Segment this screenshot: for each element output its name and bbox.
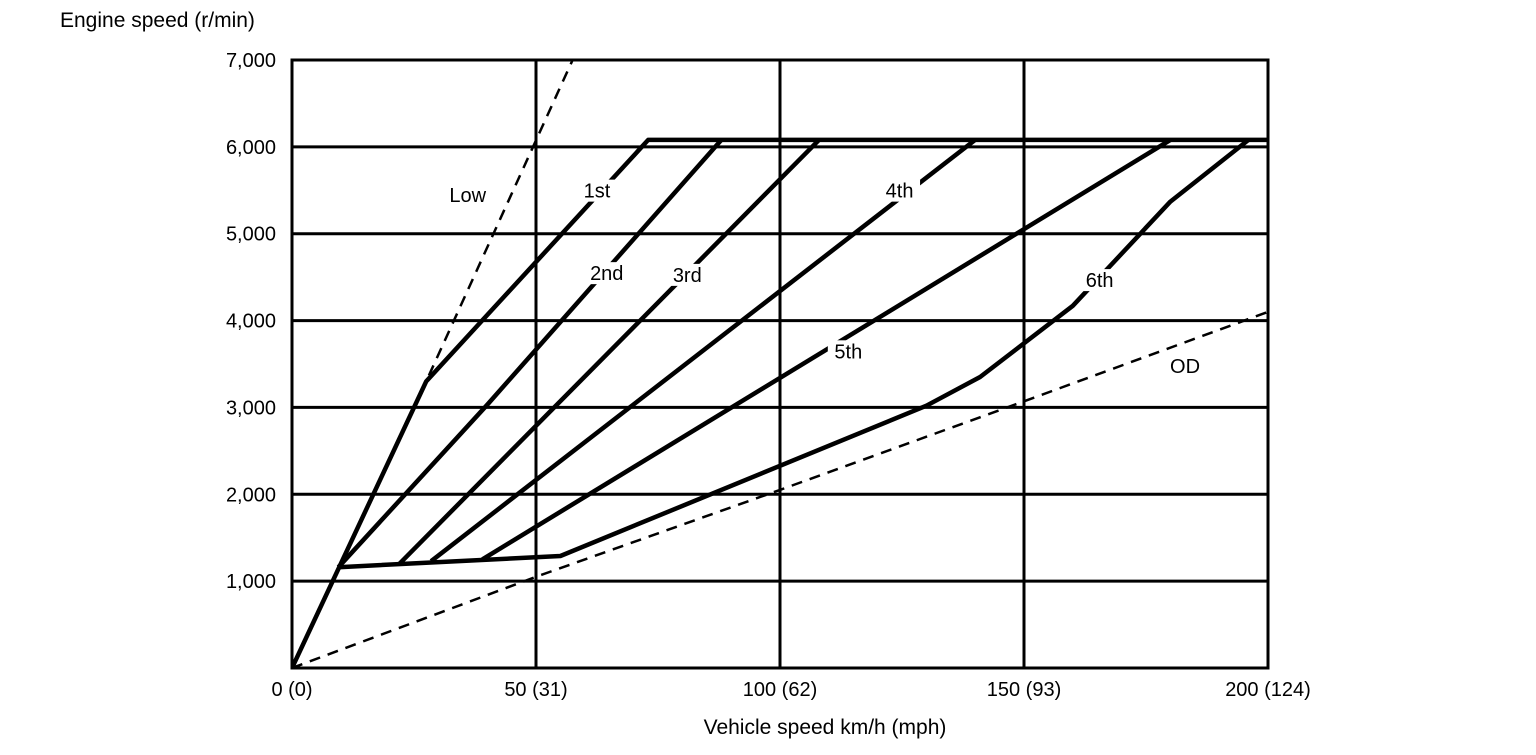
x-tick-label: 200 (124) <box>1225 679 1311 701</box>
series-label-1st: 1st <box>584 181 611 203</box>
series-label-bg <box>666 263 708 286</box>
y-tick-label: 7,000 <box>226 50 276 72</box>
x-axis-title: Vehicle speed km/h (mph) <box>704 716 947 739</box>
y-tick-label: 3,000 <box>226 397 276 419</box>
series-label-6th: 6th <box>1086 270 1114 292</box>
series-label-low: Low <box>449 185 486 207</box>
x-tick-label: 100 (62) <box>743 679 818 701</box>
series-line-2nd <box>336 138 724 569</box>
series-line-4th <box>429 138 977 563</box>
series-line-5th <box>481 137 1172 562</box>
series-label-bg <box>879 179 921 202</box>
y-tick-label: 5,000 <box>226 224 276 246</box>
y-tick-label: 4,000 <box>226 311 276 333</box>
tick-layer: 1,000 2,000 3,000 4,000 5,000 6,000 7,000 0 (0)… <box>226 50 1311 701</box>
y-tick-label: 6,000 <box>226 137 276 159</box>
series-line-6th <box>338 138 1250 570</box>
plot-frame <box>290 58 1270 670</box>
y-axis-title: Engine speed (r/min) <box>60 9 255 32</box>
series-label-4th: 4th <box>886 181 914 203</box>
series-line-3rd <box>397 138 821 566</box>
y-tick-label: 1,000 <box>226 571 276 593</box>
series-label-bg <box>586 262 628 285</box>
x-tick-label: 150 (93) <box>987 679 1062 701</box>
series-label-3rd: 3rd <box>673 265 702 287</box>
series-line-od <box>292 310 1268 668</box>
series-line-1st <box>292 137 1268 668</box>
x-tick-label: 50 (31) <box>504 679 567 701</box>
x-tick-label: 0 (0) <box>271 679 312 701</box>
series-label-5th: 5th <box>834 341 862 363</box>
series-label-bg <box>576 179 618 202</box>
series-label-od: OD <box>1170 356 1200 378</box>
grid-layer <box>290 58 1270 668</box>
label-layer: Low OD 1st 2nd 3rd 4th 5th 6th <box>449 179 1200 378</box>
series-layer <box>292 60 1268 668</box>
frame-layer <box>290 58 1270 670</box>
series-label-2nd: 2nd <box>590 263 623 285</box>
series-label-bg <box>1079 269 1121 292</box>
y-tick-label: 2,000 <box>226 484 276 506</box>
series-label-bg <box>827 340 869 363</box>
